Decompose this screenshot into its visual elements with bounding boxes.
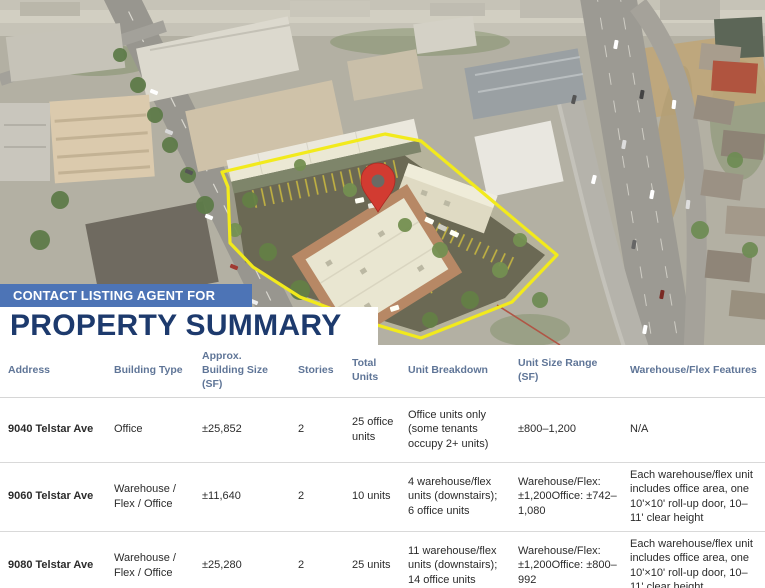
cell-address: 9040 Telstar Ave [8, 423, 94, 436]
cell-unit-breakdown: 4 warehouse/flex units (downstairs); 6 o… [408, 475, 498, 517]
location-pin-icon [360, 162, 396, 213]
cell-unit-breakdown: Office units only (some tenants occupy 2… [408, 408, 489, 450]
cell-building-type: Warehouse / Flex / Office [114, 552, 176, 579]
cell-building-type: Warehouse / Flex / Office [114, 483, 176, 510]
cell-building-size: ±25,852 [202, 423, 242, 436]
cell-building-type: Office [114, 423, 143, 436]
cell-address: 9060 Telstar Ave [8, 490, 94, 503]
pricing-banner: CONTACT LISTING AGENT FOR PRICING [0, 284, 252, 327]
property-summary-table: Address Building Type Approx. Building S… [0, 345, 765, 588]
cell-address: 9080 Telstar Ave [8, 559, 94, 572]
residential-houses [693, 42, 765, 321]
property-buildings [226, 118, 498, 345]
cell-unit-breakdown: 11 warehouse/flex units (downstairs); 14… [408, 544, 498, 586]
col-header-stories: Stories [298, 363, 334, 376]
aerial-photo: CONTACT LISTING AGENT FOR PRICING PROPER… [0, 0, 765, 345]
table-row: 9040 Telstar Ave Office ±25,852 2 25 off… [0, 398, 765, 462]
cell-flex-features: Each warehouse/flex unit includes office… [630, 537, 753, 588]
col-header-unit-breakdown: Unit Breakdown [408, 363, 488, 376]
property-boundary-outline [220, 132, 559, 340]
cell-unit-size-range: Warehouse/Flex: ±1,200Office: ±800–992 [518, 544, 617, 586]
title-band: PROPERTY SUMMARY [0, 307, 378, 345]
table-header-row: Address Building Type Approx. Building S… [0, 345, 765, 398]
cell-total-units: 10 units [352, 490, 391, 503]
table-row: 9080 Telstar Ave Warehouse / Flex / Offi… [0, 530, 765, 588]
col-header-flex-features: Warehouse/Flex Features [630, 363, 757, 376]
page-title: PROPERTY SUMMARY [10, 309, 342, 342]
cell-building-size: ±25,280 [202, 559, 242, 572]
cell-unit-size-range: ±800–1,200 [518, 423, 577, 436]
col-header-building-type: Building Type [114, 363, 183, 376]
cell-stories: 2 [298, 490, 305, 503]
arterial-road [580, 0, 707, 345]
cell-building-size: ±11,640 [202, 490, 241, 503]
col-header-building-size: Approx. Building Size (SF) [202, 350, 268, 390]
cell-unit-size-range: Warehouse/Flex: ±1,200Office: ±742–1,080 [518, 475, 617, 517]
col-header-address: Address [8, 363, 51, 376]
cell-flex-features: Each warehouse/flex unit includes office… [630, 468, 753, 525]
col-header-unit-size-range: Unit Size Range (SF) [518, 356, 598, 383]
col-header-total-units: Total Units [352, 356, 379, 383]
distant-buildings [20, 0, 720, 20]
cell-flex-features: N/A [630, 423, 649, 436]
table-row: 9060 Telstar Ave Warehouse / Flex / Offi… [0, 461, 765, 531]
cell-stories: 2 [298, 423, 305, 436]
cell-total-units: 25 units [352, 559, 391, 572]
cell-total-units: 25 office units [352, 416, 394, 443]
cell-stories: 2 [298, 559, 305, 572]
